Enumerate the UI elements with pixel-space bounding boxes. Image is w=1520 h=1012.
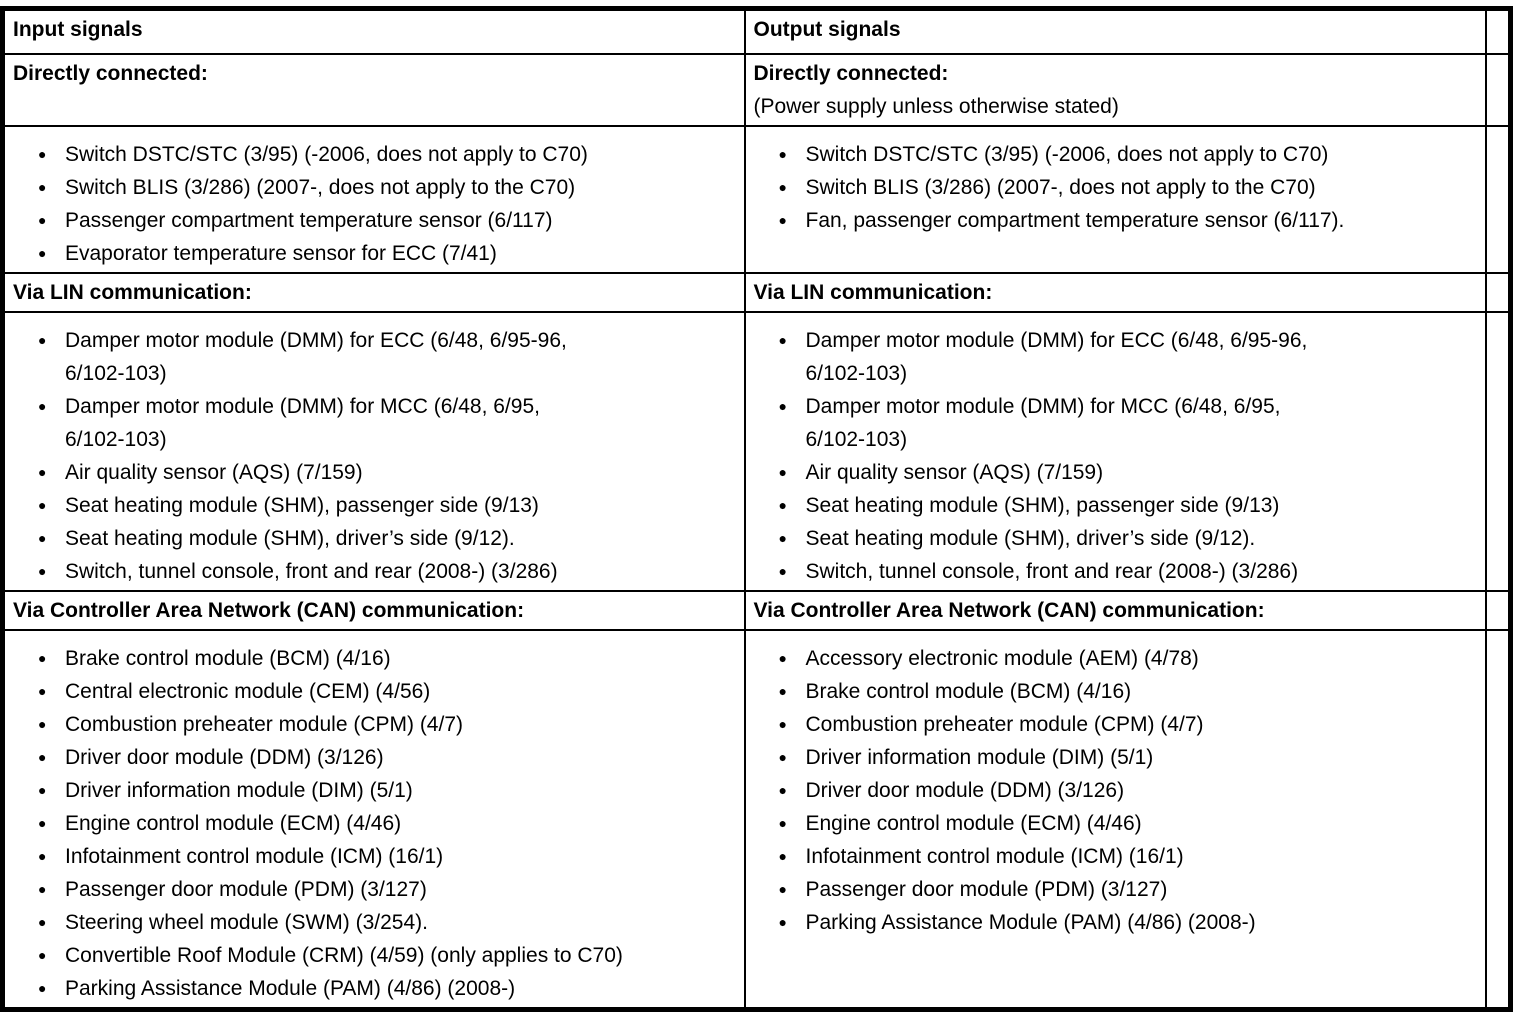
bullet-item: Fan, passenger compartment temperature s…	[754, 204, 1477, 237]
bullet-item: Engine control module (ECM) (4/46)	[754, 807, 1477, 840]
output-lin-cell: Damper motor module (DMM) for ECC (6/48,…	[743, 310, 1487, 592]
bullet-item: Seat heating module (SHM), driver’s side…	[13, 522, 736, 555]
bullet-item: Passenger compartment temperature sensor…	[13, 204, 736, 237]
bullet-item: Brake control module (BCM) (4/16)	[13, 642, 736, 675]
bullet-item: Engine control module (ECM) (4/46)	[13, 807, 736, 840]
spacer-cell	[1484, 271, 1512, 313]
output-directly-connected-list: Switch DSTC/STC (3/95) (-2006, does not …	[754, 138, 1477, 237]
document-page: Input signals Output signals Directly co…	[0, 0, 1520, 990]
input-signals-header: Input signals	[1, 7, 746, 55]
bullet-item: Brake control module (BCM) (4/16)	[754, 675, 1477, 708]
bullet-item: Driver information module (DIM) (5/1)	[754, 741, 1477, 774]
bullet-item: Central electronic module (CEM) (4/56)	[13, 675, 736, 708]
bullet-item: Driver information module (DIM) (5/1)	[13, 774, 736, 807]
input-can-cell: Brake control module (BCM) (4/16)Central…	[1, 628, 746, 1010]
bullet-item: Damper motor module (DMM) for MCC (6/48,…	[13, 390, 736, 456]
spacer-cell	[1484, 589, 1512, 631]
output-can-title: Via Controller Area Network (CAN) commun…	[743, 589, 1487, 631]
bullet-item: Air quality sensor (AQS) (7/159)	[754, 456, 1477, 489]
section-title: Directly connected:	[13, 61, 208, 85]
bullet-item: Switch, tunnel console, front and rear (…	[754, 555, 1477, 588]
output-lin-title: Via LIN communication:	[743, 271, 1487, 313]
bullet-item: Damper motor module (DMM) for MCC (6/48,…	[754, 390, 1477, 456]
bullet-item: Parking Assistance Module (PAM) (4/86) (…	[754, 906, 1477, 939]
bullet-item: Evaporator temperature sensor for ECC (7…	[13, 237, 736, 270]
output-directly-connected-title: Directly connected: (Power supply unless…	[743, 52, 1487, 127]
spacer-cell	[1484, 628, 1512, 1010]
bullet-item: Air quality sensor (AQS) (7/159)	[13, 456, 736, 489]
can-title-row: Via Controller Area Network (CAN) commun…	[1, 589, 1512, 631]
bullet-item: Driver door module (DDM) (3/126)	[13, 741, 736, 774]
bullet-item: Steering wheel module (SWM) (3/254).	[13, 906, 736, 939]
bullet-item: Seat heating module (SHM), driver’s side…	[754, 522, 1477, 555]
output-signals-header: Output signals	[743, 7, 1487, 55]
bullet-item: Switch, tunnel console, front and rear (…	[13, 555, 736, 588]
input-directly-connected-title: Directly connected:	[1, 52, 746, 127]
bullet-item: Passenger door module (PDM) (3/127)	[754, 873, 1477, 906]
header-row: Input signals Output signals	[1, 7, 1512, 55]
bullet-item: Switch DSTC/STC (3/95) (-2006, does not …	[754, 138, 1477, 171]
spacer-cell	[1484, 124, 1512, 274]
directly-connected-items-row: Switch DSTC/STC (3/95) (-2006, does not …	[1, 124, 1512, 274]
bullet-item: Combustion preheater module (CPM) (4/7)	[13, 708, 736, 741]
bullet-item: Infotainment control module (ICM) (16/1)	[754, 840, 1477, 873]
bullet-item: Switch BLIS (3/286) (2007-, does not app…	[754, 171, 1477, 204]
bullet-item: Combustion preheater module (CPM) (4/7)	[754, 708, 1477, 741]
bullet-item: Switch BLIS (3/286) (2007-, does not app…	[13, 171, 736, 204]
output-lin-list: Damper motor module (DMM) for ECC (6/48,…	[754, 324, 1477, 588]
spacer-cell	[1484, 52, 1512, 127]
spacer-cell	[1484, 310, 1512, 592]
input-can-list: Brake control module (BCM) (4/16)Central…	[13, 642, 736, 1005]
bullet-item: Seat heating module (SHM), passenger sid…	[13, 489, 736, 522]
signals-table: Input signals Output signals Directly co…	[0, 6, 1513, 1012]
power-supply-note: (Power supply unless otherwise stated)	[753, 94, 1119, 118]
bullet-item: Convertible Roof Module (CRM) (4/59) (on…	[13, 939, 736, 972]
lin-title-row: Via LIN communication: Via LIN communica…	[1, 271, 1512, 313]
can-items-row: Brake control module (BCM) (4/16)Central…	[1, 628, 1512, 1010]
bullet-item: Switch DSTC/STC (3/95) (-2006, does not …	[13, 138, 736, 171]
bullet-item: Passenger door module (PDM) (3/127)	[13, 873, 736, 906]
input-directly-connected-list: Switch DSTC/STC (3/95) (-2006, does not …	[13, 138, 736, 270]
output-can-cell: Accessory electronic module (AEM) (4/78)…	[743, 628, 1487, 1010]
spacer-cell	[1484, 7, 1512, 55]
bullet-item: Damper motor module (DMM) for ECC (6/48,…	[13, 324, 736, 390]
bullet-item: Driver door module (DDM) (3/126)	[754, 774, 1477, 807]
section-title: Directly connected:	[753, 61, 949, 85]
bullet-item: Damper motor module (DMM) for ECC (6/48,…	[754, 324, 1477, 390]
directly-connected-title-row: Directly connected: Directly connected: …	[1, 52, 1512, 127]
bullet-item: Accessory electronic module (AEM) (4/78)	[754, 642, 1477, 675]
bullet-item: Infotainment control module (ICM) (16/1)	[13, 840, 736, 873]
input-can-title: Via Controller Area Network (CAN) commun…	[1, 589, 746, 631]
input-lin-title: Via LIN communication:	[1, 271, 746, 313]
input-directly-connected-cell: Switch DSTC/STC (3/95) (-2006, does not …	[1, 124, 746, 274]
bullet-item: Seat heating module (SHM), passenger sid…	[754, 489, 1477, 522]
output-directly-connected-cell: Switch DSTC/STC (3/95) (-2006, does not …	[743, 124, 1487, 274]
bullet-item: Parking Assistance Module (PAM) (4/86) (…	[13, 972, 736, 1005]
output-can-list: Accessory electronic module (AEM) (4/78)…	[754, 642, 1477, 939]
input-lin-list: Damper motor module (DMM) for ECC (6/48,…	[13, 324, 736, 588]
lin-items-row: Damper motor module (DMM) for ECC (6/48,…	[1, 310, 1512, 592]
input-lin-cell: Damper motor module (DMM) for ECC (6/48,…	[1, 310, 746, 592]
